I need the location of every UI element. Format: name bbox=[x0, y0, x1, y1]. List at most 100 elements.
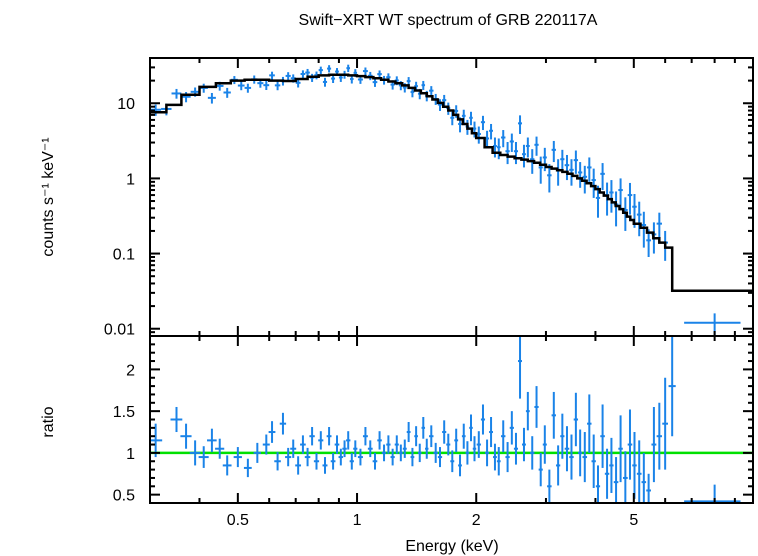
spectrum-data-point bbox=[578, 162, 583, 188]
spectrum-data-point bbox=[560, 149, 565, 173]
ratio-data-point bbox=[551, 391, 556, 439]
ratio-data-point bbox=[513, 432, 519, 465]
ratio-data-point bbox=[377, 431, 382, 450]
spectrum-data-point bbox=[244, 83, 252, 93]
ratio-data-point bbox=[346, 431, 351, 450]
spectrum-data-point bbox=[591, 168, 596, 198]
spectrum-data-point bbox=[237, 81, 245, 91]
ratio-data-point bbox=[290, 439, 297, 458]
ratio-data-point bbox=[353, 440, 358, 458]
ratio-data-point bbox=[429, 425, 434, 448]
ratio-data-point bbox=[534, 386, 539, 428]
ratio-data-point bbox=[662, 377, 668, 470]
spectrum-data-point bbox=[641, 211, 647, 248]
ratio-data-point bbox=[622, 451, 628, 503]
ratio-data-point bbox=[509, 411, 514, 445]
spectrum-panel: 0.01 0.1 1 10 counts s⁻¹ keV⁻¹ bbox=[40, 57, 754, 339]
ratio-data-point bbox=[493, 443, 497, 471]
spectrum-data-point bbox=[522, 144, 526, 168]
ratio-data-point bbox=[180, 423, 192, 449]
ratio-data-points bbox=[150, 336, 741, 503]
ratio-data-point bbox=[425, 438, 429, 459]
ratio-data-point bbox=[357, 448, 363, 466]
spectrum-data-point bbox=[362, 67, 368, 76]
ratio-data-point bbox=[587, 394, 592, 453]
spectrum-data-point bbox=[627, 182, 633, 215]
spectrum-data-point bbox=[534, 136, 539, 156]
spectrum-data-point bbox=[327, 65, 332, 73]
spectrum-data-point bbox=[646, 229, 651, 257]
spectrum-data-point bbox=[609, 180, 614, 213]
ratio-data-point bbox=[326, 427, 332, 446]
ratio-data-point bbox=[461, 423, 466, 449]
spectrum-data-point bbox=[618, 178, 623, 209]
ratio-data-point bbox=[313, 452, 320, 470]
ratio-data-point bbox=[578, 429, 583, 477]
ratio-data-point bbox=[446, 433, 451, 456]
ratio-data-point bbox=[530, 436, 535, 470]
ratio-data-point bbox=[390, 448, 395, 466]
ratio-data-point bbox=[262, 434, 270, 455]
spectrum-data-point bbox=[513, 142, 519, 165]
ratio-data-point bbox=[591, 434, 596, 488]
ratio-data-point bbox=[322, 457, 328, 474]
ratio-data-point bbox=[304, 447, 311, 467]
ratio-data-point bbox=[233, 447, 242, 468]
ratio-data-point bbox=[489, 416, 494, 448]
ratio-data-point bbox=[362, 427, 368, 446]
ratio-data-point bbox=[338, 448, 344, 466]
chart-title: Swift−XRT WT spectrum of GRB 220117A bbox=[299, 12, 598, 29]
ratio-data-point bbox=[627, 409, 633, 480]
spectrum-data-point bbox=[564, 154, 570, 181]
spectrum-data-point bbox=[613, 191, 619, 227]
spectrum-data-point bbox=[429, 86, 434, 96]
ratio-data-point bbox=[641, 452, 647, 503]
spectrum-data-point bbox=[285, 72, 291, 81]
ratio-data-point bbox=[613, 457, 619, 503]
spectrum-data-point bbox=[421, 80, 426, 91]
ratio-data-point bbox=[189, 440, 201, 466]
ratio-y-ticks: 0.5 1 1.5 2 bbox=[113, 343, 753, 505]
ratio-data-point bbox=[394, 435, 399, 454]
spectrum-data-point bbox=[551, 140, 556, 163]
ratio-data-point bbox=[525, 391, 530, 431]
ratio-data-point bbox=[668, 336, 676, 437]
ratio-data-point bbox=[569, 434, 574, 480]
ratio-data-point bbox=[485, 439, 490, 467]
ratio-data-point bbox=[170, 406, 183, 433]
ratio-data-point bbox=[472, 436, 477, 462]
ratio-y-axis-label: ratio bbox=[40, 406, 57, 437]
spectrum-data-point bbox=[171, 88, 182, 99]
x-tick-label: 0.5 bbox=[227, 512, 249, 529]
spectrum-data-point bbox=[509, 133, 514, 152]
ratio-data-point bbox=[243, 458, 252, 478]
ratio-data-point bbox=[573, 392, 579, 447]
ratio-data-point bbox=[458, 454, 462, 477]
ratio-data-point bbox=[518, 336, 523, 399]
spectrum-data-points bbox=[150, 64, 741, 336]
spectrum-data-point bbox=[263, 80, 270, 91]
ratio-data-point bbox=[454, 428, 459, 453]
spectrum-data-point bbox=[207, 92, 216, 104]
ratio-data-point bbox=[222, 455, 232, 476]
ratio-data-point bbox=[600, 404, 605, 468]
spectrum-data-point bbox=[587, 157, 592, 182]
ratio-data-point bbox=[496, 447, 501, 476]
spectrum-plot-frame bbox=[149, 57, 754, 337]
spectrum-data-point bbox=[480, 115, 486, 131]
spectrum-data-point bbox=[437, 99, 443, 111]
spectrum-data-point bbox=[595, 185, 601, 218]
spectrum-data-point bbox=[518, 115, 523, 134]
spectrum-data-point bbox=[656, 212, 662, 241]
ratio-data-point bbox=[465, 441, 470, 465]
spectrum-data-point bbox=[569, 159, 574, 186]
spectrum-data-point bbox=[274, 81, 281, 91]
ratio-data-point bbox=[480, 404, 486, 435]
x-tick-label: 2 bbox=[472, 512, 481, 529]
spectrum-data-point bbox=[555, 159, 561, 186]
spectrum-data-point bbox=[377, 70, 382, 79]
ratio-data-point bbox=[469, 414, 473, 442]
spectrum-data-point bbox=[600, 163, 605, 191]
spectrum-data-point bbox=[501, 130, 506, 148]
spectrum-data-point bbox=[538, 156, 543, 184]
